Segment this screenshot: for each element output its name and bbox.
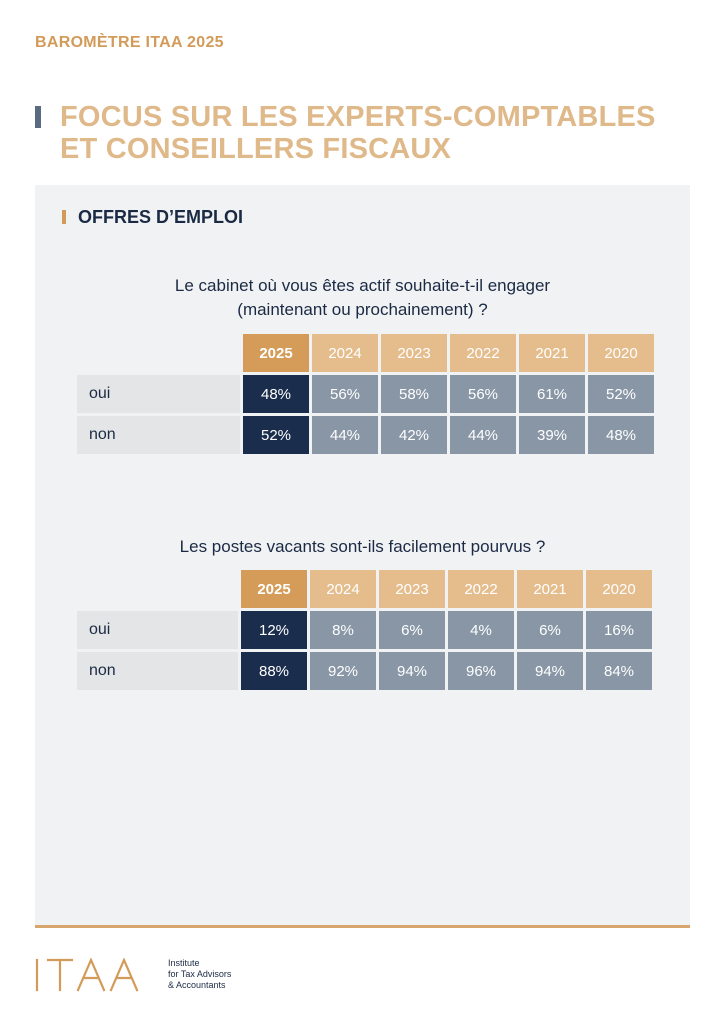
table-row: non 88% 92% 94% 96% 94% 84%	[77, 652, 655, 690]
value-cell: 44%	[450, 416, 516, 454]
hiring-table: 2025 2024 2023 2022 2021 2020 oui 48% 56…	[77, 334, 657, 457]
value-cell: 96%	[448, 652, 514, 690]
value-cell-current: 48%	[243, 375, 309, 413]
value-cell: 8%	[310, 611, 376, 649]
year-header: 2022	[448, 570, 514, 608]
value-cell: 94%	[517, 652, 583, 690]
logo-tagline-line-3: & Accountants	[168, 980, 226, 990]
value-cell-current: 52%	[243, 416, 309, 454]
question-1: Le cabinet où vous êtes actif souhaite-t…	[35, 274, 690, 322]
value-cell: 56%	[450, 375, 516, 413]
value-cell: 84%	[586, 652, 652, 690]
question-2: Les postes vacants sont-ils facilement p…	[179, 537, 546, 556]
value-cell: 44%	[312, 416, 378, 454]
page-title-line-2: ET CONSEILLERS FISCAUX	[60, 133, 452, 165]
page-title: FOCUS SUR LES EXPERTS-COMPTABLES ET CONS…	[60, 101, 656, 165]
value-cell: 42%	[381, 416, 447, 454]
value-cell: 6%	[379, 611, 445, 649]
logo-tagline: Institute for Tax Advisors & Accountants	[168, 958, 231, 991]
value-cell: 61%	[519, 375, 585, 413]
page-title-line-1: FOCUS SUR LES EXPERTS-COMPTABLES	[60, 101, 656, 133]
value-cell: 6%	[517, 611, 583, 649]
question-1-line-2: (maintenant ou prochainement) ?	[237, 300, 488, 319]
table-row: non 52% 44% 42% 44% 39% 48%	[77, 416, 657, 454]
year-header-current: 2025	[241, 570, 307, 608]
value-cell: 39%	[519, 416, 585, 454]
year-header: 2020	[586, 570, 652, 608]
header-spacer	[77, 570, 238, 608]
table-header-row: 2025 2024 2023 2022 2021 2020	[77, 570, 655, 608]
section-accent-bar	[62, 210, 66, 224]
year-header: 2024	[310, 570, 376, 608]
table-row: oui 12% 8% 6% 4% 6% 16%	[77, 611, 655, 649]
row-label: non	[77, 652, 238, 690]
value-cell: 48%	[588, 416, 654, 454]
value-cell-current: 88%	[241, 652, 307, 690]
row-label: non	[77, 416, 240, 454]
value-cell: 92%	[310, 652, 376, 690]
header-spacer	[77, 334, 240, 372]
table-header-row: 2025 2024 2023 2022 2021 2020	[77, 334, 657, 372]
row-label: oui	[77, 611, 238, 649]
value-cell: 52%	[588, 375, 654, 413]
title-accent-bar	[35, 106, 41, 128]
value-cell: 56%	[312, 375, 378, 413]
logo-tagline-line-2: for Tax Advisors	[168, 969, 232, 979]
year-header: 2024	[312, 334, 378, 372]
year-header: 2022	[450, 334, 516, 372]
value-cell-current: 12%	[241, 611, 307, 649]
content-panel	[35, 185, 690, 925]
itaa-logo	[35, 958, 139, 992]
value-cell: 16%	[586, 611, 652, 649]
logo-tagline-line-1: Institute	[168, 958, 200, 968]
footer-divider	[35, 925, 690, 928]
report-label: BAROMÈTRE ITAA 2025	[35, 34, 224, 51]
question-1-line-1: Le cabinet où vous êtes actif souhaite-t…	[174, 276, 551, 295]
year-header-current: 2025	[243, 334, 309, 372]
value-cell: 4%	[448, 611, 514, 649]
year-header: 2021	[517, 570, 583, 608]
row-label: oui	[77, 375, 240, 413]
year-header: 2020	[588, 334, 654, 372]
vacancies-table: 2025 2024 2023 2022 2021 2020 oui 12% 8%…	[77, 570, 655, 693]
year-header: 2023	[381, 334, 447, 372]
value-cell: 94%	[379, 652, 445, 690]
year-header: 2021	[519, 334, 585, 372]
year-header: 2023	[379, 570, 445, 608]
table-row: oui 48% 56% 58% 56% 61% 52%	[77, 375, 657, 413]
value-cell: 58%	[381, 375, 447, 413]
section-title: OFFRES D’EMPLOI	[78, 207, 244, 227]
